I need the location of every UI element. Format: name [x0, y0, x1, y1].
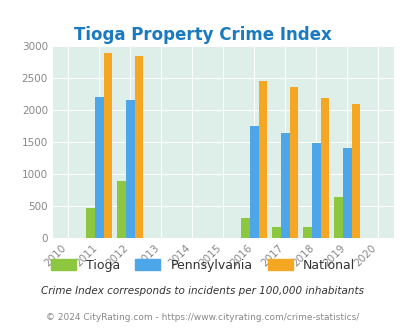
Text: © 2024 CityRating.com - https://www.cityrating.com/crime-statistics/: © 2024 CityRating.com - https://www.city… [46, 313, 359, 322]
Bar [351, 104, 360, 238]
Legend: Tioga, Pennsylvania, National: Tioga, Pennsylvania, National [46, 254, 359, 277]
Bar [126, 100, 134, 238]
Bar [272, 227, 280, 238]
Text: Crime Index corresponds to incidents per 100,000 inhabitants: Crime Index corresponds to incidents per… [41, 286, 364, 296]
Bar [289, 87, 298, 238]
Bar [241, 218, 249, 238]
Bar [342, 148, 351, 238]
Bar [95, 97, 103, 238]
Bar [320, 98, 328, 238]
Bar [117, 181, 126, 238]
Bar [134, 56, 143, 238]
Bar [258, 81, 266, 238]
Bar [333, 197, 342, 238]
Bar [249, 126, 258, 238]
Bar [303, 227, 311, 238]
Bar [280, 133, 289, 238]
Bar [86, 208, 95, 238]
Bar [311, 143, 320, 238]
Bar [103, 52, 112, 238]
Text: Tioga Property Crime Index: Tioga Property Crime Index [74, 26, 331, 45]
